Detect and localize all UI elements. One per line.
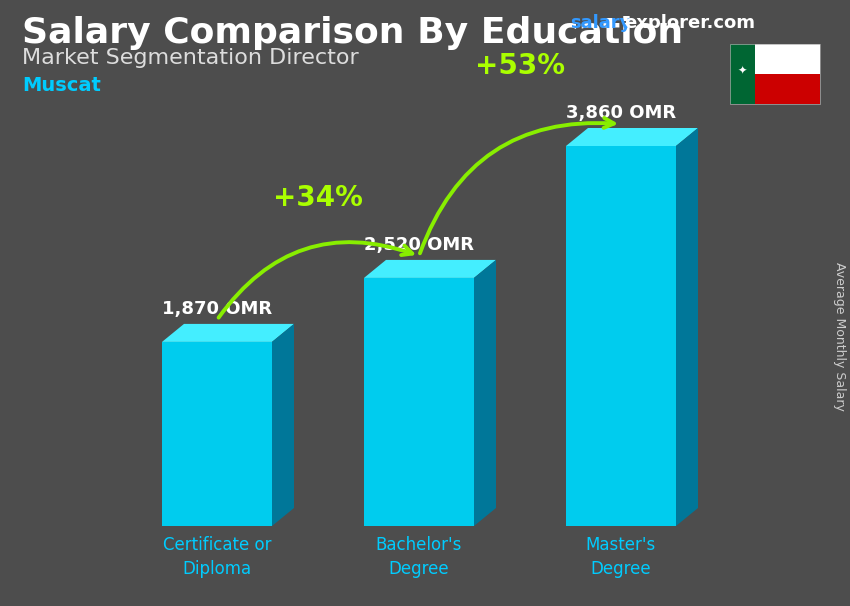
Polygon shape bbox=[364, 260, 496, 278]
Text: ✦: ✦ bbox=[738, 66, 747, 76]
Text: Master's
Degree: Master's Degree bbox=[586, 536, 656, 578]
Polygon shape bbox=[566, 128, 698, 146]
Polygon shape bbox=[474, 260, 496, 526]
Text: Market Segmentation Director: Market Segmentation Director bbox=[22, 48, 359, 68]
Text: 3,860 OMR: 3,860 OMR bbox=[566, 104, 676, 122]
Polygon shape bbox=[364, 278, 474, 526]
Bar bbox=[730, 44, 820, 104]
Text: +53%: +53% bbox=[475, 52, 565, 80]
Text: Salary Comparison By Education: Salary Comparison By Education bbox=[22, 16, 683, 50]
Text: Bachelor's
Degree: Bachelor's Degree bbox=[376, 536, 462, 578]
Text: Muscat: Muscat bbox=[22, 76, 101, 95]
Text: Average Monthly Salary: Average Monthly Salary bbox=[834, 262, 847, 410]
Polygon shape bbox=[676, 128, 698, 526]
Text: 2,520 OMR: 2,520 OMR bbox=[364, 236, 474, 254]
Polygon shape bbox=[162, 342, 272, 526]
Polygon shape bbox=[566, 146, 676, 526]
Bar bbox=[755, 44, 820, 74]
Text: 1,870 OMR: 1,870 OMR bbox=[162, 300, 272, 318]
Text: salary: salary bbox=[570, 14, 632, 32]
Polygon shape bbox=[272, 324, 294, 526]
Polygon shape bbox=[162, 324, 294, 342]
Bar bbox=[755, 74, 820, 104]
Bar bbox=[730, 44, 755, 104]
Text: explorer.com: explorer.com bbox=[624, 14, 755, 32]
Text: +34%: +34% bbox=[273, 184, 363, 212]
Text: Certificate or
Diploma: Certificate or Diploma bbox=[162, 536, 271, 578]
